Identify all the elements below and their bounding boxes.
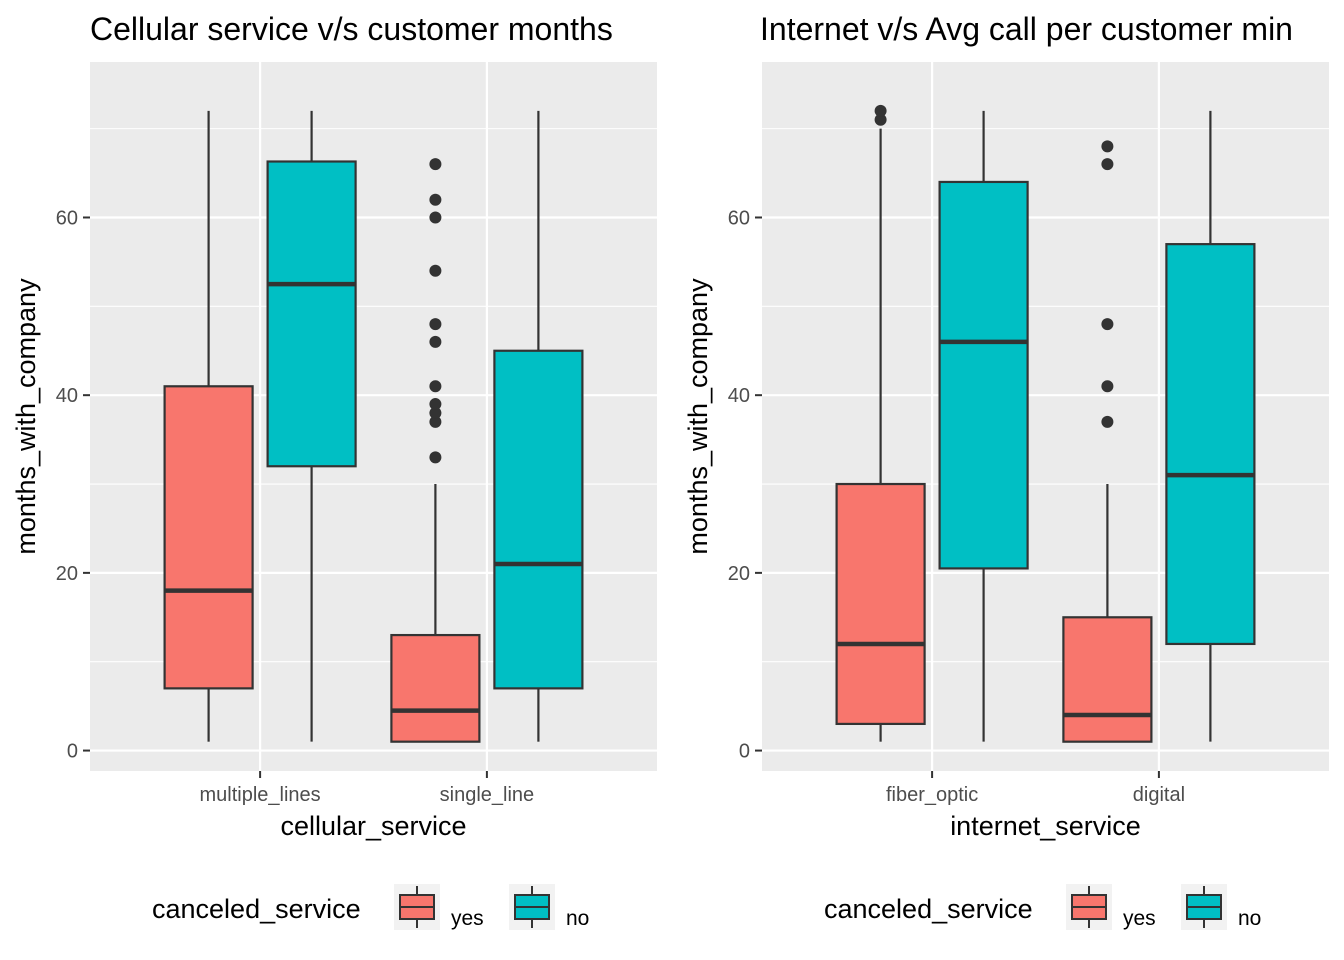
- y-tick-label: 0: [67, 741, 78, 763]
- outlier-point: [429, 193, 442, 206]
- chart-title: Cellular service v/s customer months: [90, 11, 613, 47]
- x-axis-title: cellular_service: [280, 811, 466, 841]
- legend-label: yes: [451, 907, 484, 930]
- y-axis-title: months_with_company: [11, 278, 41, 555]
- x-axis-title: internet_service: [950, 811, 1141, 841]
- y-tick-label: 40: [56, 385, 78, 407]
- outlier-point: [1101, 140, 1114, 153]
- legend: canceled_service yes no: [152, 884, 589, 930]
- box-yes-fiber_optic: [835, 104, 926, 742]
- x-tick-label: multiple_lines: [200, 784, 321, 806]
- box-yes-single_line: [390, 158, 481, 743]
- box-body: [1062, 616, 1153, 743]
- y-tick-label: 60: [728, 207, 750, 229]
- legend-key-no: [509, 884, 555, 930]
- chart-panel-cellular: Cellular service v/s customer months 0 20 4…: [11, 11, 657, 930]
- outlier-point: [1101, 415, 1114, 428]
- box-no-single_line: [493, 110, 584, 742]
- legend-key-yes: [1066, 884, 1112, 930]
- outlier-point: [429, 451, 442, 464]
- outlier-point: [1101, 158, 1114, 171]
- outlier-point: [429, 406, 442, 419]
- box-body: [163, 385, 254, 690]
- x-tick-label: fiber_optic: [886, 784, 978, 806]
- legend-label: no: [566, 907, 589, 930]
- outlier-point: [429, 398, 442, 411]
- box-no-digital: [1165, 110, 1256, 742]
- box-body: [1165, 243, 1256, 646]
- box-body: [266, 160, 357, 468]
- legend-key-yes: [394, 884, 440, 930]
- y-tick-label: 40: [728, 385, 750, 407]
- box-body: [493, 349, 584, 690]
- outlier-point: [429, 335, 442, 348]
- box-no-fiber_optic: [938, 110, 1029, 742]
- chart-panel-internet: Internet v/s Avg call per customer min 0 2…: [683, 11, 1329, 930]
- box-body: [835, 482, 926, 726]
- legend-title: canceled_service: [824, 894, 1033, 924]
- legend-title: canceled_service: [152, 894, 361, 924]
- box-yes-digital: [1062, 140, 1153, 743]
- outlier-point: [429, 380, 442, 393]
- y-tick-label: 20: [56, 563, 78, 585]
- legend-label: no: [1238, 907, 1261, 930]
- outlier-point: [429, 264, 442, 277]
- x-tick-label: single_line: [440, 784, 535, 806]
- box-body: [390, 633, 481, 743]
- y-tick-label: 60: [56, 207, 78, 229]
- outlier-point: [429, 158, 442, 171]
- outlier-point: [1101, 318, 1114, 331]
- chart-title: Internet v/s Avg call per customer min: [760, 11, 1293, 47]
- outlier-point: [1101, 380, 1114, 393]
- legend: canceled_service yes no: [824, 884, 1261, 930]
- y-tick-label: 0: [739, 741, 750, 763]
- y-axis-title: months_with_company: [683, 278, 713, 555]
- outlier-point: [429, 318, 442, 331]
- x-tick-label: digital: [1133, 784, 1185, 806]
- outlier-point: [874, 113, 887, 126]
- legend-key-no: [1181, 884, 1227, 930]
- outlier-point: [429, 211, 442, 224]
- legend-label: yes: [1123, 907, 1156, 930]
- outlier-point: [429, 415, 442, 428]
- box-no-multiple_lines: [266, 110, 357, 742]
- outlier-point: [874, 104, 887, 117]
- box-body: [938, 180, 1029, 570]
- box-yes-multiple_lines: [163, 110, 254, 742]
- y-tick-label: 20: [728, 563, 750, 585]
